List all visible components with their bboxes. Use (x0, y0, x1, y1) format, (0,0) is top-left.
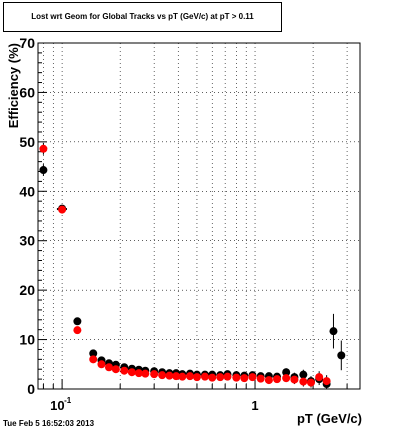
data-point (208, 373, 217, 382)
x-axis-label: pT (GeV/c) (297, 411, 362, 426)
chart-title: Lost wrt Geom for Global Tracks vs pT (G… (31, 12, 254, 21)
data-point (240, 374, 249, 383)
data-point (282, 368, 291, 377)
data-point (158, 371, 167, 380)
y-tick-label: 10 (19, 332, 35, 348)
data-point (104, 363, 113, 372)
y-tick-label: 20 (19, 282, 35, 298)
y-tick-label: 60 (19, 84, 35, 100)
data-point (165, 371, 174, 380)
plot-frame (37, 42, 361, 390)
x-tick-label: 1 (251, 398, 258, 413)
y-tick-label: 70 (19, 35, 35, 51)
data-point (232, 373, 241, 382)
data-point (322, 377, 331, 386)
data-point (290, 375, 299, 384)
data-point (192, 373, 201, 382)
data-point (273, 375, 282, 384)
data-point (97, 360, 106, 369)
data-point (216, 373, 225, 382)
y-tick-label: 50 (19, 134, 35, 150)
data-point (127, 368, 136, 377)
data-point (39, 166, 48, 175)
x-tick-label-exponent: -1 (64, 396, 72, 405)
data-point (111, 365, 120, 374)
data-point (178, 372, 187, 381)
data-point (256, 374, 265, 383)
data-point (185, 372, 194, 381)
data-point (329, 327, 338, 336)
timestamp: Tue Feb 5 16:52:03 2013 (3, 419, 95, 428)
x-tick-labels: 10 -1 1 (50, 396, 259, 413)
data-point (299, 370, 308, 379)
data-point (264, 376, 273, 385)
data-point (89, 355, 98, 364)
data-point (306, 378, 315, 387)
data-point (73, 317, 82, 326)
data-point (299, 377, 308, 386)
data-point (134, 369, 143, 378)
data-point (248, 373, 257, 382)
data-point (337, 351, 346, 360)
data-point (58, 205, 67, 214)
data-point (282, 374, 291, 383)
y-tick-labels: 0 10 20 30 40 50 60 70 (19, 35, 35, 397)
data-point (141, 369, 150, 378)
title-box: Lost wrt Geom for Global Tracks vs pT (G… (3, 2, 282, 32)
y-tick-label: 0 (27, 381, 35, 397)
y-tick-label: 40 (19, 183, 35, 199)
data-point (73, 326, 82, 335)
series-group (39, 142, 331, 388)
x-tick-label: 10 (50, 398, 64, 413)
grid (38, 43, 360, 389)
data-point (120, 366, 129, 375)
data-point (315, 373, 324, 382)
data-point (223, 372, 232, 381)
axis-ticks (38, 42, 348, 390)
data-markers (39, 142, 346, 389)
data-point (172, 372, 181, 381)
data-point (89, 349, 98, 358)
y-tick-label: 30 (19, 233, 35, 249)
data-point (200, 372, 209, 381)
data-point (150, 370, 159, 379)
y-axis-label: Efficiency (%) (6, 43, 21, 128)
data-point (39, 144, 48, 153)
